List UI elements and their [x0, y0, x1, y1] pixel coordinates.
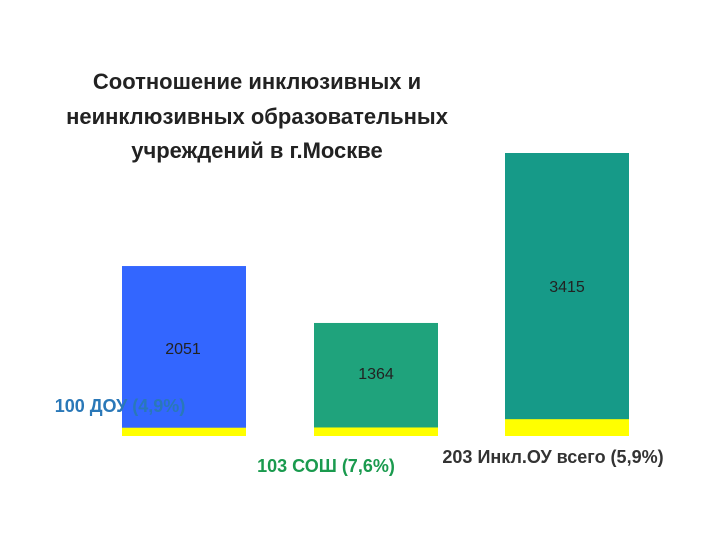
bar	[122, 266, 246, 436]
bar	[314, 322, 438, 436]
inclusive-label: 100 ДОУ (4,9%)	[55, 396, 186, 416]
inclusive-label: 203 Инкл.ОУ всего (5,9%)	[442, 447, 663, 467]
value-label: 1364	[358, 366, 394, 383]
bar-inclusive	[505, 419, 629, 436]
chart-title: Соотношение инклюзивных и	[93, 69, 421, 94]
value-label: 3415	[549, 279, 585, 296]
bar-inclusive	[122, 427, 246, 436]
value-label: 2051	[165, 341, 201, 358]
bar	[505, 153, 629, 436]
chart-title: неинклюзивных образовательных	[66, 104, 449, 129]
inclusive-label: 103 СОШ (7,6%)	[257, 456, 395, 476]
bar-inclusive	[314, 427, 438, 436]
chart-title: учреждений в г.Москве	[131, 138, 383, 163]
